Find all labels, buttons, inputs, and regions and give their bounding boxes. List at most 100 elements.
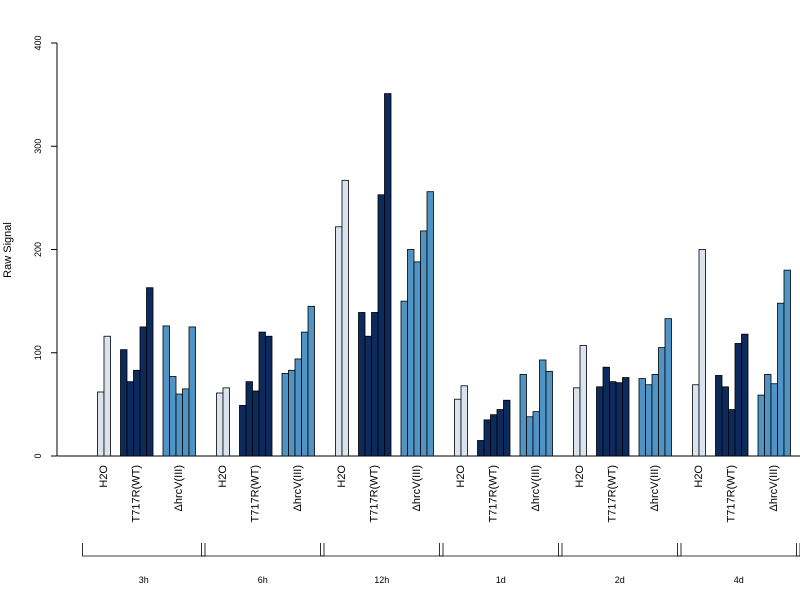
group-bracket xyxy=(83,543,206,556)
condition-label: T717R(WT) xyxy=(488,465,500,522)
bar xyxy=(597,387,604,456)
bar xyxy=(302,332,309,456)
bar xyxy=(342,180,349,456)
bar xyxy=(223,388,230,456)
bar xyxy=(253,391,260,456)
condition-label: H2O xyxy=(98,465,110,488)
bar xyxy=(652,374,659,456)
bar xyxy=(140,327,147,456)
bar xyxy=(478,441,485,456)
bar xyxy=(246,382,253,456)
bar xyxy=(282,373,289,456)
bar xyxy=(533,412,540,456)
bar xyxy=(729,410,736,456)
condition-label: ΔhrcV(III) xyxy=(292,465,304,511)
y-tick-label: 300 xyxy=(33,139,43,154)
bar xyxy=(414,262,421,456)
group-bracket xyxy=(797,543,800,556)
bar xyxy=(527,417,534,456)
bar xyxy=(646,385,653,456)
bar xyxy=(385,94,392,456)
bar xyxy=(308,306,315,456)
bar xyxy=(121,350,128,456)
condition-labels: H2O T717R(WT) ΔhrcV(III) H2O T717R(WT) ΔhrcV(… xyxy=(98,465,800,523)
bar xyxy=(784,270,791,456)
group-label: 2d xyxy=(615,575,625,585)
y-tick-label: 200 xyxy=(33,242,43,257)
bar xyxy=(722,387,729,456)
bar xyxy=(240,405,247,456)
group-label: 12h xyxy=(374,575,389,585)
bar xyxy=(540,360,547,456)
bar xyxy=(699,250,706,457)
bar xyxy=(183,389,190,456)
bar xyxy=(778,303,785,456)
condition-label: T717R(WT) xyxy=(607,465,619,522)
bar xyxy=(372,312,379,456)
condition-label: ΔhrcV(III) xyxy=(530,465,542,511)
bar xyxy=(401,301,408,456)
bar xyxy=(735,343,742,456)
bar xyxy=(580,346,587,456)
condition-label: ΔhrcV(III) xyxy=(411,465,423,511)
bar xyxy=(266,336,273,456)
bar xyxy=(603,367,610,456)
bar xyxy=(771,384,778,456)
group-bracket xyxy=(678,543,800,556)
bar xyxy=(484,420,491,456)
bar xyxy=(378,195,385,456)
group-label: 4d xyxy=(734,575,744,585)
bar xyxy=(765,374,772,456)
y-tick-label: 400 xyxy=(33,35,43,50)
bars xyxy=(98,94,800,456)
group-bracket xyxy=(559,543,682,556)
bar xyxy=(742,334,749,456)
condition-label: T717R(WT) xyxy=(369,465,381,522)
condition-label: T717R(WT) xyxy=(131,465,143,522)
bar xyxy=(616,383,623,456)
bar xyxy=(295,359,302,456)
bar xyxy=(408,250,415,457)
y-axis-label: Raw Signal xyxy=(2,222,14,278)
bar xyxy=(421,231,428,456)
group-brackets xyxy=(83,543,800,556)
y-tick-label: 100 xyxy=(33,345,43,360)
bar xyxy=(693,385,700,456)
bar xyxy=(455,399,462,456)
condition-label: H2O xyxy=(574,465,586,488)
condition-label: H2O xyxy=(217,465,229,488)
bar xyxy=(546,371,553,456)
condition-label: H2O xyxy=(455,465,467,488)
bar xyxy=(163,326,170,456)
bar xyxy=(134,370,141,456)
bar xyxy=(610,382,617,456)
group-bracket xyxy=(321,543,444,556)
bar xyxy=(359,312,366,456)
bar xyxy=(520,374,527,456)
group-bracket xyxy=(202,543,325,556)
bar xyxy=(98,392,105,456)
condition-label: H2O xyxy=(693,465,705,488)
condition-label: H2O xyxy=(336,465,348,488)
bar xyxy=(574,388,581,456)
bar xyxy=(336,227,343,456)
bar xyxy=(504,400,511,456)
bar xyxy=(217,393,224,456)
group-label: 6h xyxy=(258,575,268,585)
bar xyxy=(623,378,630,456)
condition-label: T717R(WT) xyxy=(726,465,738,522)
bar xyxy=(659,348,666,456)
bar xyxy=(497,410,504,456)
bar xyxy=(259,332,266,456)
group-labels: 3h6h12h1d2d4d6d xyxy=(139,575,800,585)
bar xyxy=(427,192,434,456)
bar xyxy=(639,379,646,456)
group-label: 3h xyxy=(139,575,149,585)
group-bracket xyxy=(440,543,563,556)
bar xyxy=(758,395,765,456)
condition-label: T717R(WT) xyxy=(250,465,262,522)
bar xyxy=(665,319,672,456)
bar xyxy=(176,394,183,456)
